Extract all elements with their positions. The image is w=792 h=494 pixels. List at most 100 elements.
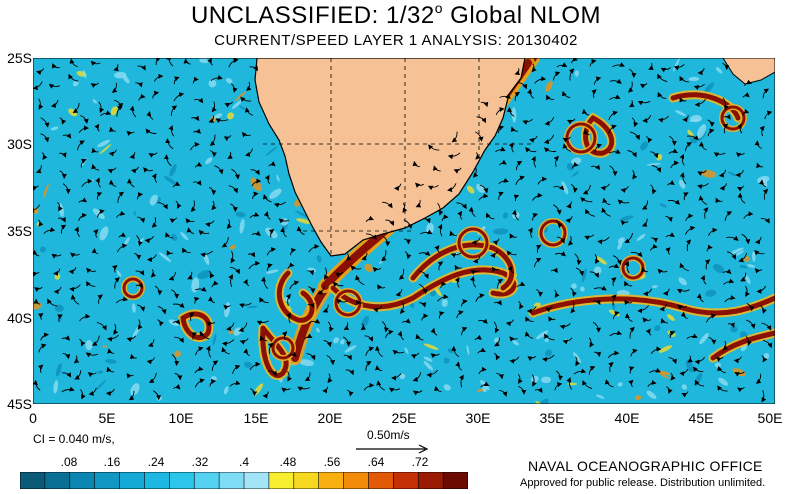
current-arrow: [516, 281, 526, 288]
current-arrow: [430, 327, 438, 336]
current-arrow: [459, 374, 464, 388]
current-arrow: [323, 267, 329, 280]
current-arrow: [737, 386, 745, 393]
map-subtitle: CURRENT/SPEED LAYER 1 ANALYSIS: 20130402: [214, 32, 578, 49]
current-arrow: [79, 338, 86, 347]
current-arrow: [531, 155, 537, 168]
current-arrow: [381, 250, 387, 262]
current-arrow: [594, 143, 603, 153]
current-arrow: [559, 323, 571, 330]
current-arrow: [737, 192, 746, 204]
current-arrow: [200, 250, 214, 258]
current-arrow: [627, 150, 637, 158]
current-arrow: [232, 364, 241, 374]
current-arrow: [468, 206, 476, 218]
current-arrow: [478, 318, 488, 324]
current-arrow: [343, 354, 352, 361]
current-arrow: [449, 230, 457, 237]
current-arrow: [624, 280, 633, 287]
lon-label-15e: 15E: [243, 410, 269, 426]
current-arrow: [648, 367, 661, 374]
current-arrow: [403, 219, 413, 230]
current-arrow: [327, 373, 333, 384]
current-arrow: [524, 331, 534, 339]
current-arrow: [480, 381, 490, 388]
lon-label-20e: 20E: [317, 410, 343, 426]
current-arrow: [375, 365, 383, 372]
current-arrow: [608, 124, 617, 134]
current-arrow: [360, 323, 367, 331]
current-arrow: [495, 146, 506, 153]
current-arrow: [245, 148, 253, 157]
current-arrow: [673, 63, 685, 71]
current-arrow: [250, 169, 260, 176]
current-arrow: [480, 101, 489, 108]
current-arrow: [297, 386, 311, 392]
current-arrow: [722, 123, 729, 134]
current-arrow: [495, 106, 505, 116]
current-arrow: [667, 199, 681, 205]
current-arrow: [628, 366, 635, 374]
current-arrow: [52, 63, 60, 69]
current-arrow: [498, 125, 505, 134]
current-arrow: [382, 236, 391, 247]
current-arrow: [676, 289, 690, 294]
current-arrow: [437, 223, 443, 237]
current-arrow: [93, 229, 99, 238]
current-arrow: [434, 385, 442, 393]
current-arrow: [145, 128, 157, 134]
current-arrow: [404, 251, 412, 260]
current-arrow: [137, 65, 146, 71]
current-arrow: [57, 201, 63, 212]
current-arrow: [517, 373, 523, 384]
current-arrow: [106, 366, 115, 373]
current-arrow: [205, 345, 212, 358]
current-arrow: [746, 319, 756, 329]
current-arrow: [508, 142, 514, 153]
current-arrow: [759, 179, 767, 188]
current-arrow: [374, 345, 383, 358]
eddy-core: [720, 105, 746, 131]
current-arrow: [336, 298, 348, 304]
current-arrow: [594, 253, 600, 265]
current-arrow: [550, 267, 558, 274]
current-arrow: [287, 371, 292, 382]
current-arrow: [72, 102, 80, 114]
current-arrow: [146, 111, 154, 120]
current-arrow: [657, 268, 668, 275]
current-arrow: [34, 286, 43, 293]
current-arrow: [665, 247, 671, 255]
current-arrow: [428, 144, 440, 151]
current-arrow: [109, 126, 116, 133]
current-arrow: [135, 270, 145, 276]
current-arrow: [562, 136, 571, 143]
current-arrow: [760, 218, 770, 224]
current-arrow: [584, 234, 595, 241]
current-arrow: [601, 207, 611, 217]
current-arrow: [194, 296, 200, 304]
current-arrow: [609, 330, 623, 337]
lon-label-35e: 35E: [539, 410, 565, 426]
current-arrow: [317, 285, 325, 295]
current-arrow: [172, 302, 185, 309]
current-arrow: [151, 173, 158, 183]
current-arrow: [143, 167, 153, 173]
colorbar-swatch: [443, 472, 468, 489]
current-arrow: [650, 346, 662, 355]
current-arrow: [681, 391, 689, 398]
current-arrow: [525, 316, 534, 322]
current-arrow: [554, 251, 566, 257]
current-arrow: [612, 311, 620, 320]
current-arrow: [268, 370, 277, 377]
current-arrow: [252, 191, 259, 200]
current-arrow: [434, 245, 440, 253]
current-arrow: [136, 192, 144, 200]
current-arrow: [441, 214, 449, 222]
current-arrow: [514, 91, 521, 101]
current-arrow: [438, 311, 445, 319]
current-arrow: [647, 380, 657, 388]
current-arrow: [332, 281, 344, 287]
current-arrow: [668, 148, 678, 154]
current-arrow: [451, 345, 460, 358]
colorbar-swatch: [169, 472, 195, 489]
